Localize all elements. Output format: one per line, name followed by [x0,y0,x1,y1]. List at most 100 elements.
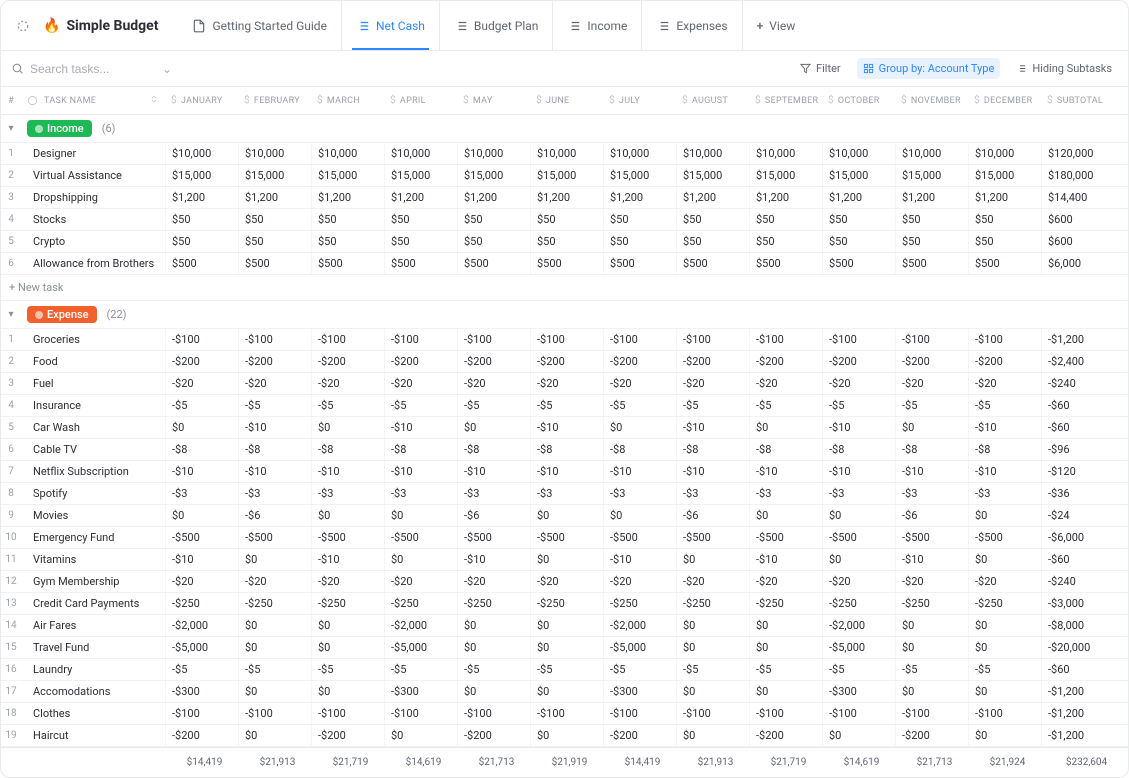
cell-value[interactable]: -$100 [457,703,530,724]
cell-value[interactable]: $1,200 [165,187,238,208]
cell-value[interactable]: -$20 [603,373,676,394]
cell-value[interactable]: -$5 [968,395,1041,416]
filter-button[interactable]: Filter [794,58,847,79]
cell-value[interactable]: -$20 [895,571,968,592]
cell-value[interactable]: $50 [238,231,311,252]
cell-value[interactable]: -$5 [603,395,676,416]
cell-value[interactable]: -$20 [749,373,822,394]
cell-value[interactable]: -$300 [165,681,238,702]
task-name[interactable]: Allowance from Brothers [21,257,165,270]
cell-value[interactable]: -$20 [165,373,238,394]
cell-value[interactable]: -$500 [238,527,311,548]
cell-value[interactable]: -$20 [165,571,238,592]
table-row[interactable]: 1Designer$10,000$10,000$10,000$10,000$10… [1,143,1128,165]
cell-value[interactable]: $1,200 [749,187,822,208]
cell-value[interactable]: -$200 [822,351,895,372]
table-row[interactable]: 10Emergency Fund-$500-$500-$500-$500-$50… [1,527,1128,549]
task-name[interactable]: Netflix Subscription [21,465,165,478]
cell-value[interactable]: -$250 [457,593,530,614]
cell-value[interactable]: -$3 [311,483,384,504]
cell-value[interactable]: -$100 [311,329,384,350]
cell-value[interactable]: -$200 [676,351,749,372]
cell-value[interactable]: -$10 [822,461,895,482]
cell-value[interactable]: -$10 [749,549,822,570]
cell-value[interactable]: $500 [165,253,238,274]
task-name[interactable]: Clothes [21,707,165,720]
cell-value[interactable]: -$200 [749,351,822,372]
cell-value[interactable]: $50 [895,231,968,252]
cell-value[interactable]: -$8 [603,439,676,460]
month-column-june[interactable]: $JUNE [530,95,603,106]
cell-value[interactable]: $50 [749,209,822,230]
cell-value[interactable]: $10,000 [311,143,384,164]
cell-value[interactable]: -$200 [238,351,311,372]
cell-value[interactable]: -$10 [530,461,603,482]
task-name[interactable]: Dropshipping [21,191,165,204]
cell-value[interactable]: $15,000 [822,165,895,186]
cell-value[interactable]: $0 [749,417,822,438]
cell-value[interactable]: $50 [238,209,311,230]
month-column-february[interactable]: $FEBRUARY [238,95,311,106]
table-row[interactable]: 19Haircut-$200$0-$200$0-$200$0-$200$0-$2… [1,725,1128,747]
cell-value[interactable]: -$5 [311,395,384,416]
cell-value[interactable]: -$500 [165,527,238,548]
cell-value[interactable]: -$8 [895,439,968,460]
month-column-august[interactable]: $AUGUST [676,95,749,106]
cell-value[interactable]: -$200 [165,351,238,372]
table-row[interactable]: 17Accomodations-$300$0$0-$300$0$0-$300$0… [1,681,1128,703]
cell-value[interactable]: $15,000 [165,165,238,186]
cell-value[interactable]: $0 [384,725,457,746]
cell-value[interactable]: -$5 [457,659,530,680]
cell-value[interactable]: $0 [895,637,968,658]
cell-value[interactable]: -$8 [384,439,457,460]
cell-value[interactable]: -$100 [749,329,822,350]
tab-budget-plan[interactable]: Budget Plan [439,1,553,50]
cell-value[interactable]: $10,000 [384,143,457,164]
cell-value[interactable]: -$10 [457,461,530,482]
cell-value[interactable]: -$250 [384,593,457,614]
cell-value[interactable]: $0 [384,505,457,526]
cell-value[interactable]: $1,200 [895,187,968,208]
month-column-july[interactable]: $JULY [603,95,676,106]
cell-value[interactable]: -$5 [165,395,238,416]
month-column-october[interactable]: $OCTOBER [822,95,895,106]
task-name[interactable]: Fuel [21,377,165,390]
cell-value[interactable]: -$8 [968,439,1041,460]
task-name[interactable]: Haircut [21,729,165,742]
cell-value[interactable]: $0 [311,681,384,702]
cell-value[interactable]: $1,200 [822,187,895,208]
cell-value[interactable]: -$3 [238,483,311,504]
month-column-march[interactable]: $MARCH [311,95,384,106]
cell-value[interactable]: $15,000 [238,165,311,186]
table-row[interactable]: 4Stocks$50$50$50$50$50$50$50$50$50$50$50… [1,209,1128,231]
cell-value[interactable]: $0 [530,725,603,746]
cell-value[interactable]: -$20 [530,373,603,394]
task-name[interactable]: Emergency Fund [21,531,165,544]
cell-value[interactable]: $0 [603,505,676,526]
cell-value[interactable]: -$100 [311,703,384,724]
cell-value[interactable]: -$10 [238,417,311,438]
cell-value[interactable]: -$10 [603,549,676,570]
cell-value[interactable]: $500 [895,253,968,274]
cell-value[interactable]: $500 [749,253,822,274]
cell-value[interactable]: $0 [822,505,895,526]
cell-value[interactable]: $0 [676,549,749,570]
cell-value[interactable]: -$200 [530,351,603,372]
group-button[interactable]: Group by: Account Type [857,58,1001,79]
task-name[interactable]: Food [21,355,165,368]
cell-value[interactable]: $0 [530,505,603,526]
cell-value[interactable]: $0 [311,417,384,438]
cell-value[interactable]: $0 [895,615,968,636]
cell-value[interactable]: -$20 [530,571,603,592]
cell-value[interactable]: -$5 [749,659,822,680]
cell-value[interactable]: -$2,000 [384,615,457,636]
cell-value[interactable]: -$20 [895,373,968,394]
cell-value[interactable]: $500 [603,253,676,274]
taskname-column[interactable]: TASK NAME [21,94,165,107]
cell-value[interactable]: -$100 [603,703,676,724]
cell-value[interactable]: -$20 [311,571,384,592]
cell-value[interactable]: $1,200 [457,187,530,208]
task-name[interactable]: Car Wash [21,421,165,434]
task-name[interactable]: Gym Membership [21,575,165,588]
subtotal-column[interactable]: $ SUBTOTAL [1041,95,1126,106]
